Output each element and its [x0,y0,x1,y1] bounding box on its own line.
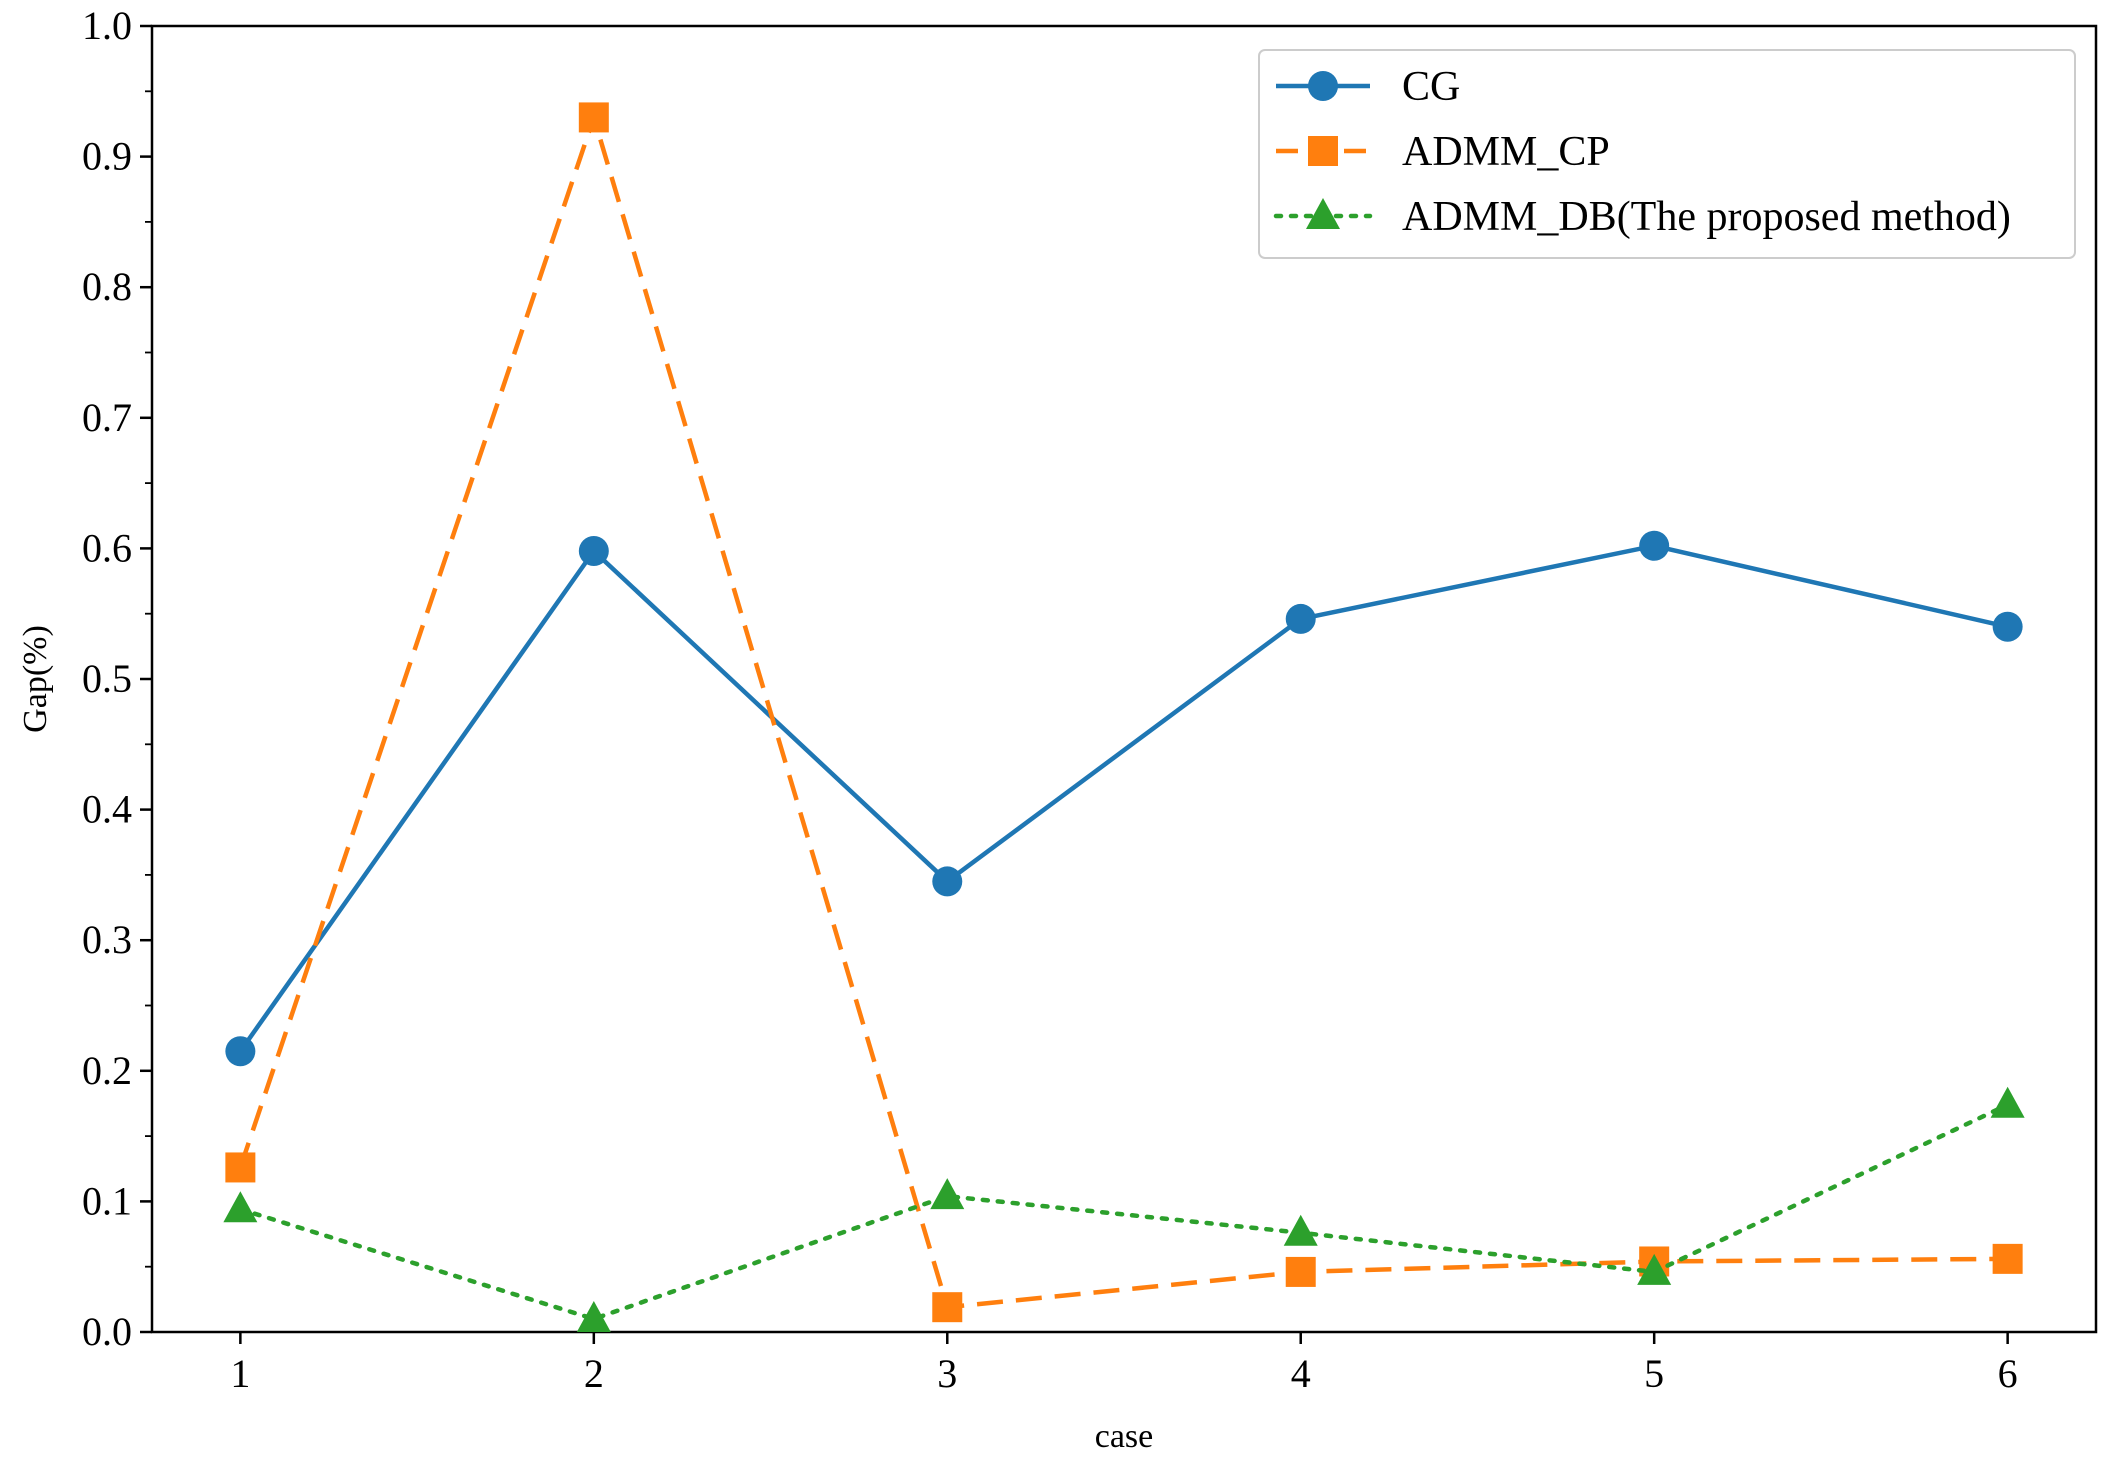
legend-item: ADMM_CP [1276,129,1610,175]
data-point [1992,1243,2023,1274]
legend-label: CG [1402,64,1460,110]
y-tick-label: 0.3 [82,917,132,962]
data-point [932,866,963,897]
y-tick-label: 0.5 [82,656,132,701]
y-tick-label: 0.6 [82,525,132,570]
y-tick-label: 0.4 [82,787,132,832]
legend-item: CG [1276,64,1460,110]
legend-marker [1306,198,1340,229]
legend-item: ADMM_DB(The proposed method) [1273,194,2011,240]
series-layer [223,102,2025,1332]
data-point [1637,1253,1672,1285]
y-tick-label: 0.0 [82,1309,132,1354]
x-axis-ticks: 1 2 3 4 5 6 [230,1332,2018,1396]
data-point [225,1036,256,1067]
data-point [1285,603,1316,634]
data-point [1285,1256,1316,1287]
legend: CG ADMM_CP ADMM_DB(The proposed method) [1258,49,2076,259]
data-point [1639,530,1670,561]
legend-box [1258,49,2076,259]
x-tick-label: 5 [1644,1351,1664,1396]
y-axis-ticks: 0.0 0.1 0.2 0.3 0.4 0.5 0.6 0.7 0.8 0.9 1.0 [82,3,152,1354]
data-point [1283,1214,1318,1246]
data-point [223,1191,258,1223]
data-point [578,102,609,133]
y-tick-label: 0.1 [82,1178,132,1223]
x-tick-label: 1 [230,1351,250,1396]
data-point [225,1152,256,1183]
x-tick-label: 2 [584,1351,604,1396]
data-point [932,1292,963,1323]
y-tick-label: 0.7 [82,395,132,440]
x-tick-label: 6 [1998,1351,2018,1396]
y-axis-label: Gap(%) [17,625,54,733]
y-tick-label: 0.8 [82,264,132,309]
legend-label: ADMM_CP [1402,129,1610,175]
series-line [238,1102,2010,1322]
series-line [238,543,2009,1053]
y-tick-label: 0.2 [82,1048,132,1093]
data-point [576,1300,611,1332]
x-tick-label: 3 [937,1351,957,1396]
x-tick-label: 4 [1291,1351,1311,1396]
y-tick-label: 1.0 [82,3,132,48]
legend-marker [1308,136,1338,166]
data-point [578,536,609,567]
legend-label: ADMM_DB(The proposed method) [1402,194,2011,240]
data-point [1992,611,2023,642]
series-triangle [223,1086,2025,1332]
x-axis-label: case [1095,1418,1154,1455]
y-tick-label: 0.9 [82,134,132,179]
data-point [930,1178,965,1210]
data-point [1990,1086,2025,1118]
series-circle [225,530,2023,1067]
legend-marker [1308,71,1338,101]
